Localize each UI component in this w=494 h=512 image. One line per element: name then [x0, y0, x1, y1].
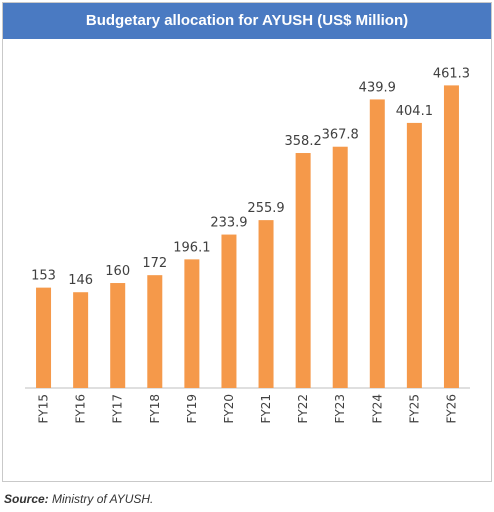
data-label-fy17: 160	[105, 264, 130, 279]
bar-fy17	[110, 283, 126, 388]
chart-title: Budgetary allocation for AYUSH (US$ Mill…	[3, 3, 491, 39]
bar-fy26	[443, 85, 459, 388]
bar-fy16	[73, 292, 89, 388]
data-label-fy23: 367.8	[322, 128, 359, 143]
x-tick-fy15: FY15	[37, 394, 51, 424]
bar-fy21	[258, 220, 274, 388]
x-tick-fy25: FY25	[407, 394, 421, 424]
source-note: Source: Ministry of AYUSH.	[4, 492, 153, 506]
x-tick-fy19: FY19	[185, 394, 199, 424]
x-tick-fy24: FY24	[370, 394, 384, 424]
bar-fy24	[369, 99, 385, 388]
x-tick-fy22: FY22	[296, 394, 310, 424]
bar-fy22	[295, 153, 311, 388]
bar-fy19	[184, 259, 200, 388]
x-tick-fy17: FY17	[111, 394, 125, 424]
data-label-fy15: 153	[31, 269, 56, 284]
bar-fy20	[221, 234, 237, 388]
data-label-fy26: 461.3	[433, 66, 470, 81]
x-tick-fy21: FY21	[259, 394, 273, 424]
bar-fy18	[147, 275, 163, 388]
data-label-fy22: 358.2	[285, 134, 322, 149]
x-tick-fy18: FY18	[148, 394, 162, 424]
data-label-fy16: 146	[68, 273, 93, 288]
data-label-fy18: 172	[142, 256, 167, 271]
data-label-fy20: 233.9	[210, 216, 247, 231]
bar-fy15	[36, 287, 52, 388]
bar-fy25	[406, 122, 422, 388]
data-label-fy25: 404.1	[396, 104, 433, 119]
source-label: Source:	[4, 492, 49, 506]
x-tick-fy16: FY16	[74, 394, 88, 424]
data-label-fy24: 439.9	[359, 80, 396, 95]
x-tick-fy26: FY26	[444, 394, 458, 424]
x-tick-fy23: FY23	[333, 394, 347, 424]
bar-fy23	[332, 146, 348, 388]
data-label-fy21: 255.9	[247, 201, 284, 216]
x-tick-fy20: FY20	[222, 394, 236, 424]
source-text: Ministry of AYUSH.	[48, 492, 154, 506]
data-label-fy19: 196.1	[173, 240, 210, 255]
bar-chart: 153 FY15 146 FY16 160 FY17 172 FY18 196.1 FY19 233…	[25, 66, 470, 424]
